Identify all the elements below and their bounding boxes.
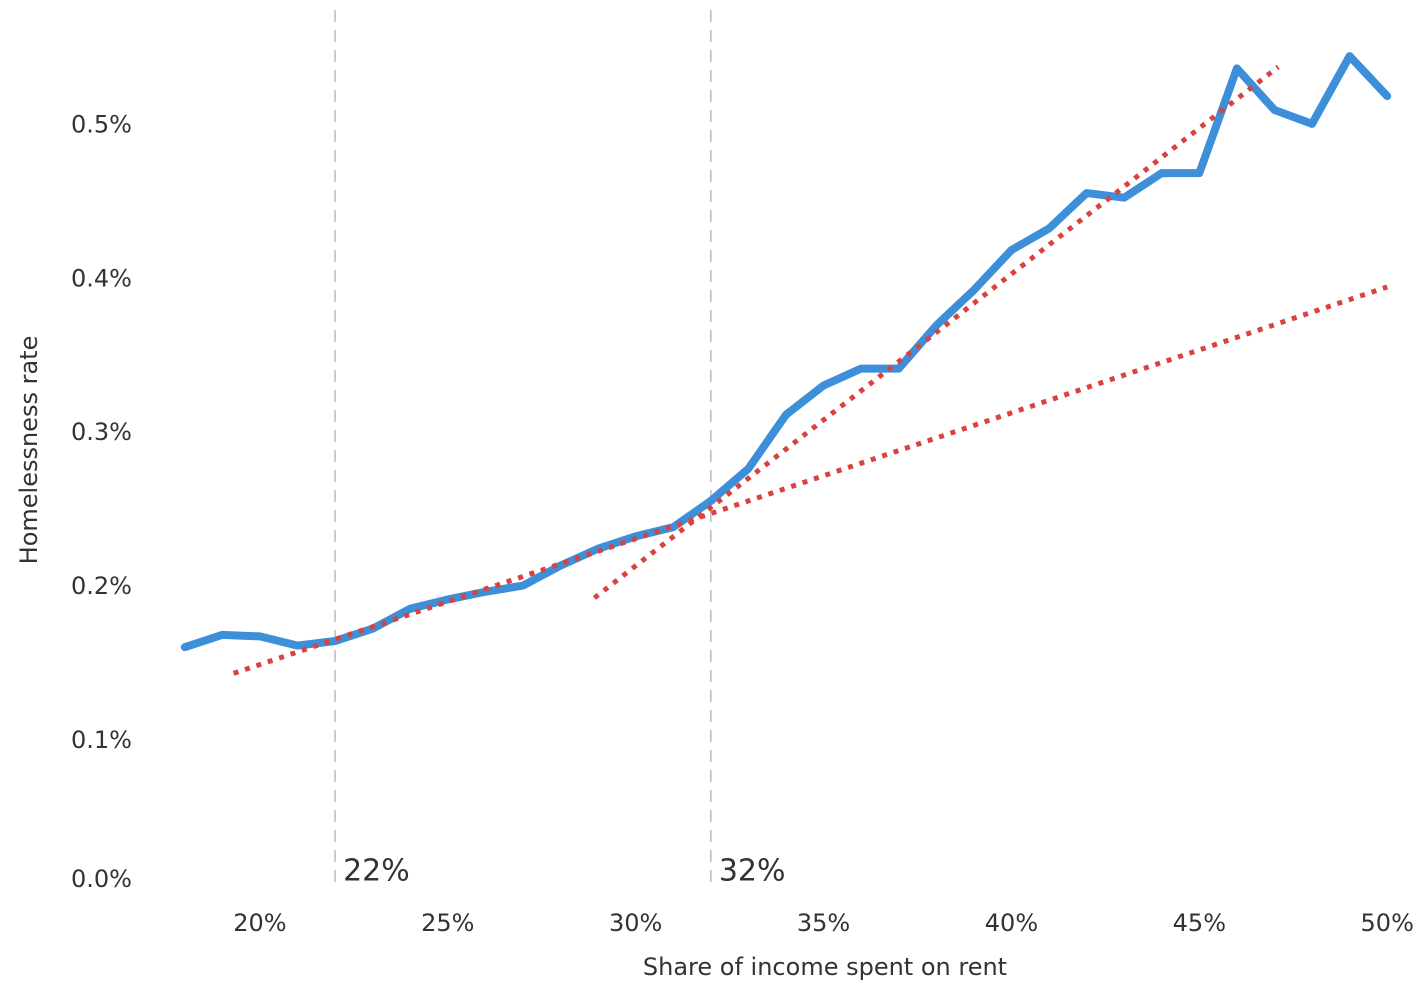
x-tick-label: 30% bbox=[609, 909, 662, 937]
y-tick-label: 0.4% bbox=[71, 264, 132, 292]
y-tick-label: 0.2% bbox=[71, 572, 132, 600]
y-axis-label: Homelessness rate bbox=[15, 336, 43, 565]
trend-line bbox=[592, 64, 1280, 600]
x-tick-label: 35% bbox=[797, 909, 850, 937]
data-line bbox=[180, 52, 1392, 652]
trend-line bbox=[232, 284, 1389, 676]
y-tick-label: 0.1% bbox=[71, 726, 132, 754]
y-tick-label: 0.5% bbox=[71, 110, 132, 138]
x-tick-label: 45% bbox=[1173, 909, 1226, 937]
reference-label: 32% bbox=[719, 854, 786, 889]
x-tick-label: 50% bbox=[1361, 909, 1414, 937]
x-tick-label: 25% bbox=[421, 909, 474, 937]
x-axis-label: Share of income spent on rent bbox=[643, 953, 1007, 981]
x-tick-label: 20% bbox=[233, 909, 286, 937]
x-tick-label: 40% bbox=[985, 909, 1038, 937]
y-tick-label: 0.3% bbox=[71, 418, 132, 446]
reference-label: 22% bbox=[343, 854, 410, 889]
y-tick-label: 0.0% bbox=[71, 865, 132, 893]
